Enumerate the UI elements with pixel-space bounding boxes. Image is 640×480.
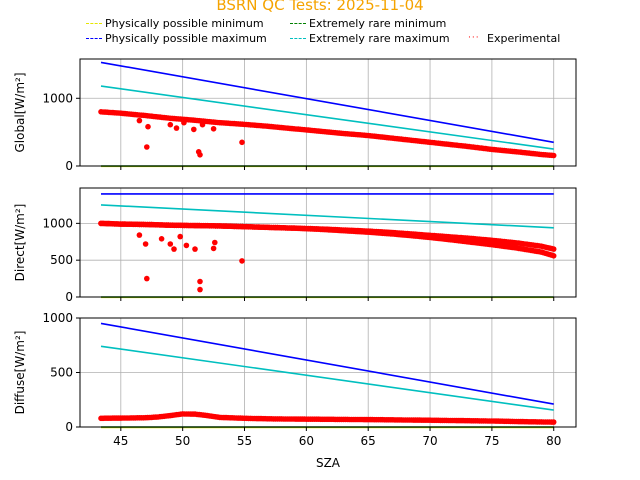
global-experimental-outlier bbox=[210, 126, 217, 132]
diffuse-xtick-label: 55 bbox=[237, 434, 252, 448]
global-experimental-outlier bbox=[181, 119, 187, 126]
diffuse-xtick-label: 50 bbox=[175, 434, 190, 448]
direct-experimental-outlier bbox=[177, 233, 183, 240]
direct-experimental-outlier bbox=[210, 245, 217, 252]
global-experimental-outlier bbox=[191, 126, 197, 133]
diffuse-phys-max-line bbox=[100, 322, 554, 405]
legend-item-rare-max: Extremely rare maximum bbox=[290, 32, 450, 45]
legend-label-phys-min: Physically possible minimum bbox=[105, 17, 264, 30]
global-experimental-outlier bbox=[144, 144, 150, 150]
global-experimental-outlier bbox=[145, 123, 151, 130]
legend-item-rare-min: Extremely rare minimum bbox=[290, 17, 446, 30]
diffuse-ytick-label: 0 bbox=[65, 420, 73, 434]
global-experimental-outlier bbox=[136, 117, 143, 124]
diffuse-xtick-label: 70 bbox=[422, 434, 437, 448]
direct-experimental-outlier bbox=[192, 246, 198, 252]
global-experimental-outlier bbox=[197, 152, 203, 158]
direct-experimental-outlier bbox=[197, 286, 203, 293]
direct-rare-max-line bbox=[100, 204, 554, 229]
global-ylabel: Global[W/m²] bbox=[13, 72, 27, 152]
legend-item-experimental: ··· Experimental bbox=[468, 32, 560, 45]
legend-swatch-phys-max bbox=[86, 38, 102, 39]
global-experimental-outlier bbox=[173, 125, 180, 131]
global-ytick-label: 0 bbox=[65, 159, 73, 173]
diffuse-rare-max-line bbox=[100, 345, 554, 411]
legend-swatch-experimental: ··· bbox=[468, 33, 480, 43]
direct-ytick-label: 1000 bbox=[42, 216, 73, 230]
legend-item-phys-min: Physically possible minimum bbox=[86, 17, 264, 30]
legend: Physically possible minimum Extremely ra… bbox=[80, 14, 580, 48]
diffuse-experimental-point bbox=[550, 419, 557, 425]
direct-experimental-point bbox=[550, 253, 557, 259]
direct-experimental-outlier bbox=[197, 278, 203, 285]
global-experimental-outlier bbox=[239, 139, 245, 146]
diffuse-xtick-label: 60 bbox=[299, 434, 314, 448]
legend-swatch-rare-min bbox=[290, 23, 306, 24]
legend-label-phys-max: Physically possible maximum bbox=[105, 32, 267, 45]
direct-experimental-point bbox=[550, 246, 557, 252]
chart-title: BSRN QC Tests: 2025-11-04 bbox=[216, 0, 424, 14]
global-rare-max-line bbox=[100, 85, 554, 150]
direct-experimental-outlier bbox=[136, 232, 143, 238]
x-axis-label: SZA bbox=[316, 456, 341, 470]
diffuse-ytick-label: 500 bbox=[50, 366, 73, 380]
direct-experimental-outlier bbox=[167, 241, 174, 247]
global-ytick-label: 1000 bbox=[42, 91, 73, 105]
legend-item-phys-max: Physically possible maximum bbox=[86, 32, 267, 45]
direct-ytick-label: 500 bbox=[50, 253, 73, 267]
global-phys-max-line bbox=[100, 61, 554, 144]
legend-label-rare-min: Extremely rare minimum bbox=[309, 17, 447, 30]
diffuse-xtick-label: 80 bbox=[546, 434, 561, 448]
legend-swatch-phys-min bbox=[86, 23, 102, 24]
direct-experimental-outlier bbox=[144, 275, 150, 282]
global-axes-frame bbox=[79, 58, 577, 167]
direct-axes-frame bbox=[79, 187, 577, 298]
direct-experimental-outlier bbox=[158, 236, 165, 242]
global-experimental-outlier bbox=[167, 121, 174, 128]
legend-label-rare-max: Extremely rare maximum bbox=[309, 32, 450, 45]
direct-experimental-outlier bbox=[183, 242, 190, 249]
direct-experimental-outlier bbox=[212, 239, 218, 246]
global-experimental-point bbox=[550, 152, 557, 159]
direct-ytick-label: 0 bbox=[65, 290, 73, 304]
diffuse-ytick-label: 1000 bbox=[42, 311, 73, 325]
diffuse-xtick-label: 45 bbox=[113, 434, 128, 448]
direct-ylabel: Direct[W/m²] bbox=[13, 204, 27, 282]
diffuse-ylabel: Diffuse[W/m²] bbox=[13, 331, 27, 415]
diffuse-xtick-label: 75 bbox=[484, 434, 499, 448]
legend-swatch-rare-max bbox=[290, 38, 306, 39]
direct-experimental-outlier bbox=[171, 246, 177, 252]
diffuse-xtick-label: 65 bbox=[361, 434, 376, 448]
direct-experimental-outlier bbox=[239, 258, 245, 264]
legend-label-experimental: Experimental bbox=[487, 32, 561, 45]
global-experimental-outlier bbox=[199, 121, 206, 128]
direct-experimental-outlier bbox=[142, 241, 149, 247]
